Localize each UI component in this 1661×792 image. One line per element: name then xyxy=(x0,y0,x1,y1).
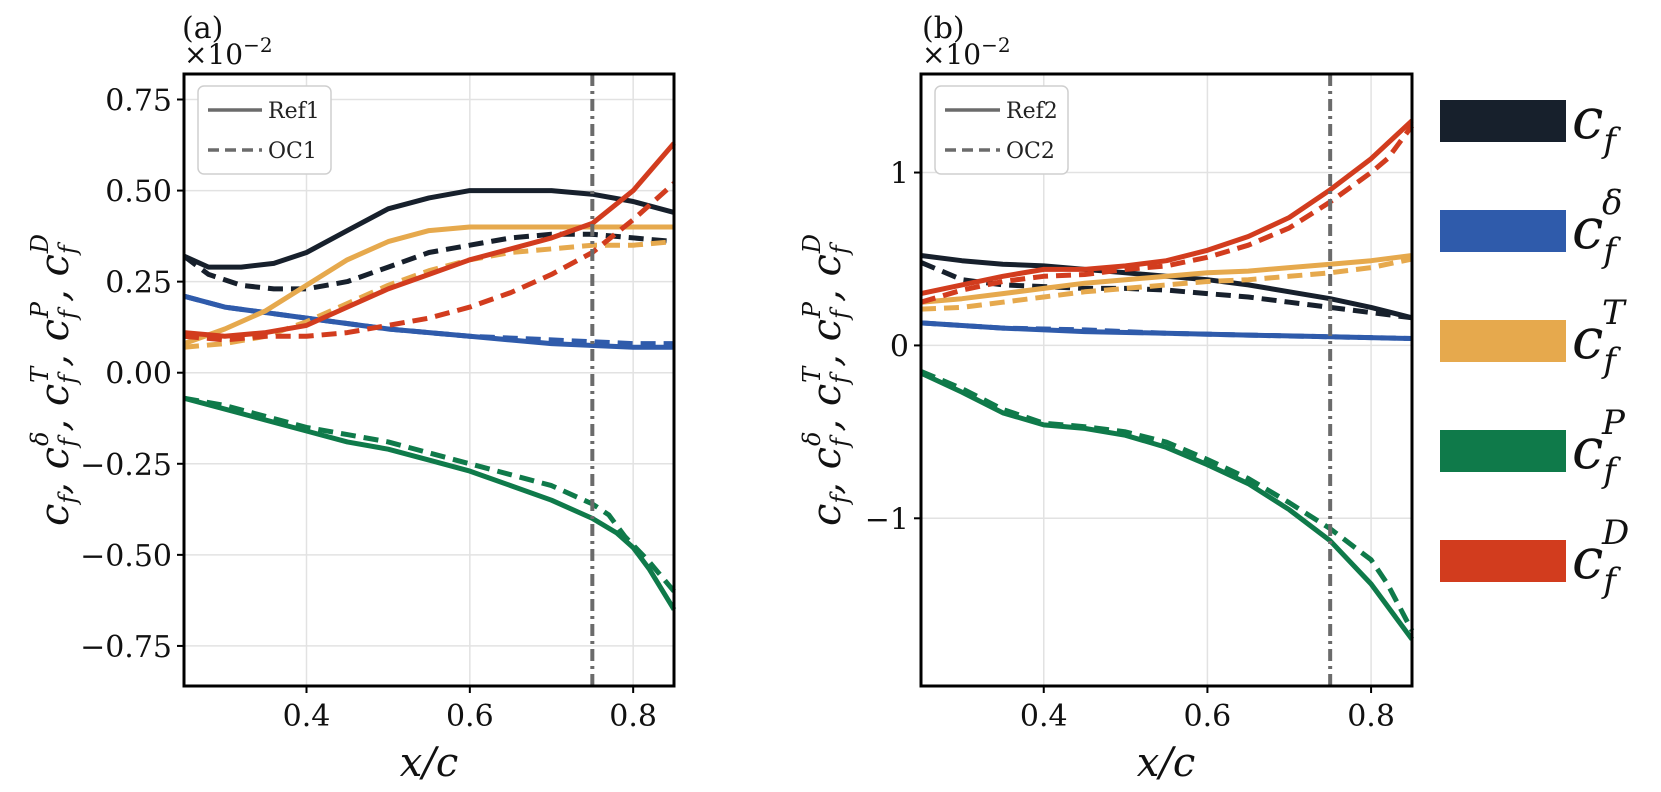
legend-box-b xyxy=(934,85,1069,175)
panel-label-a: (a) xyxy=(182,11,223,46)
panel-label-b: (b) xyxy=(922,11,965,46)
x-axis-title-a: x/c xyxy=(400,740,458,786)
key-swatch-cfD xyxy=(1440,540,1566,582)
series-lines-a xyxy=(182,141,677,611)
panel-b: (b) ×10−2 0.4 0.6 0.8 1 0 −1 x/c cf, cfδ, cf… xyxy=(798,11,1415,786)
key-swatch-cfd xyxy=(1440,210,1566,252)
legend-label-ref1: Ref1 xyxy=(268,99,320,124)
series-line-cf-solid xyxy=(182,188,675,270)
key-swatch-cfP xyxy=(1440,430,1566,472)
key-label-cfd: cfδ xyxy=(1572,183,1622,271)
y-tick-label: 0.25 xyxy=(105,266,172,301)
y-tick-label: 0.75 xyxy=(105,84,172,119)
legend-a: Ref1 OC1 xyxy=(197,85,332,175)
series-line-cf-dashed xyxy=(182,231,675,292)
y-tick-label: −0.50 xyxy=(80,539,172,574)
series-line-cfD-solid xyxy=(920,118,1414,297)
key-label-cfD: cfD xyxy=(1572,513,1629,601)
grid-a xyxy=(184,74,674,686)
legend-label-oc2: OC2 xyxy=(1006,139,1055,164)
x-tick-label: 0.4 xyxy=(1020,699,1068,734)
x-tick-label: 0.6 xyxy=(1184,699,1232,734)
plot-frame-a xyxy=(182,72,676,688)
series-line-cfT-solid xyxy=(920,253,1413,305)
key-swatch-cf xyxy=(1440,100,1566,142)
y-axis-title-a: cf, cfδ, cfT, cfP, cfD xyxy=(26,234,82,526)
x-axis-title-b: x/c xyxy=(1137,740,1195,786)
series-line-cfD-solid xyxy=(183,141,676,339)
series-line-cfP-solid xyxy=(183,395,677,611)
y-tick-label: 1 xyxy=(890,157,909,192)
key-label-cfP: cfP xyxy=(1572,403,1626,491)
legend-box-a xyxy=(197,85,332,175)
series-line-cfP-dashed xyxy=(183,395,676,593)
x-tick-label: 0.4 xyxy=(283,699,331,734)
y-ticks-b: 1 0 −1 xyxy=(865,157,921,537)
y-tick-label: 0 xyxy=(890,329,909,364)
x-ticks-b: 0.4 0.6 0.8 xyxy=(1020,686,1395,734)
y-tick-label: 0.50 xyxy=(105,175,172,210)
series-line-cfP-solid xyxy=(919,370,1415,641)
color-key: cf cfδ cfT cfP cfD xyxy=(1440,87,1629,601)
y-tick-label: 0.00 xyxy=(105,357,172,392)
key-swatch-cfT xyxy=(1440,320,1566,362)
multiplier-b: ×10−2 xyxy=(922,33,1011,71)
legend-label-oc1: OC1 xyxy=(268,139,317,164)
x-tick-label: 0.8 xyxy=(1347,699,1395,734)
x-tick-label: 0.8 xyxy=(609,699,657,734)
panel-a: (a) ×10−2 0.4 0.6 0.8 0.75 0.50 0.25 0.00 −0.2… xyxy=(26,11,677,786)
series-line-cfT-dashed xyxy=(920,256,1413,312)
y-tick-label: −0.75 xyxy=(80,630,172,665)
series-line-cfP-dashed xyxy=(920,369,1415,632)
legend-b: Ref2 OC2 xyxy=(934,85,1069,175)
x-ticks-a: 0.4 0.6 0.8 xyxy=(283,686,657,734)
plot-frame-b xyxy=(919,72,1414,688)
y-tick-label: −0.25 xyxy=(80,448,172,483)
series-line-cfd-dashed xyxy=(183,293,674,347)
y-tick-label: −1 xyxy=(865,502,909,537)
series-line-cfd-dashed xyxy=(920,320,1413,341)
key-label-cfT: cfT xyxy=(1572,293,1627,381)
multiplier-a: ×10−2 xyxy=(184,33,273,71)
series-line-cfD-dashed xyxy=(920,124,1415,305)
x-tick-label: 0.6 xyxy=(446,699,494,734)
y-ticks-a: 0.75 0.50 0.25 0.00 −0.25 −0.50 −0.75 xyxy=(80,84,184,665)
series-lines-b xyxy=(919,118,1415,641)
legend-label-ref2: Ref2 xyxy=(1006,99,1058,124)
key-label-cf: cf xyxy=(1572,87,1621,161)
y-axis-title-b: cf, cfδ, cfT, cfP, cfD xyxy=(798,234,854,526)
